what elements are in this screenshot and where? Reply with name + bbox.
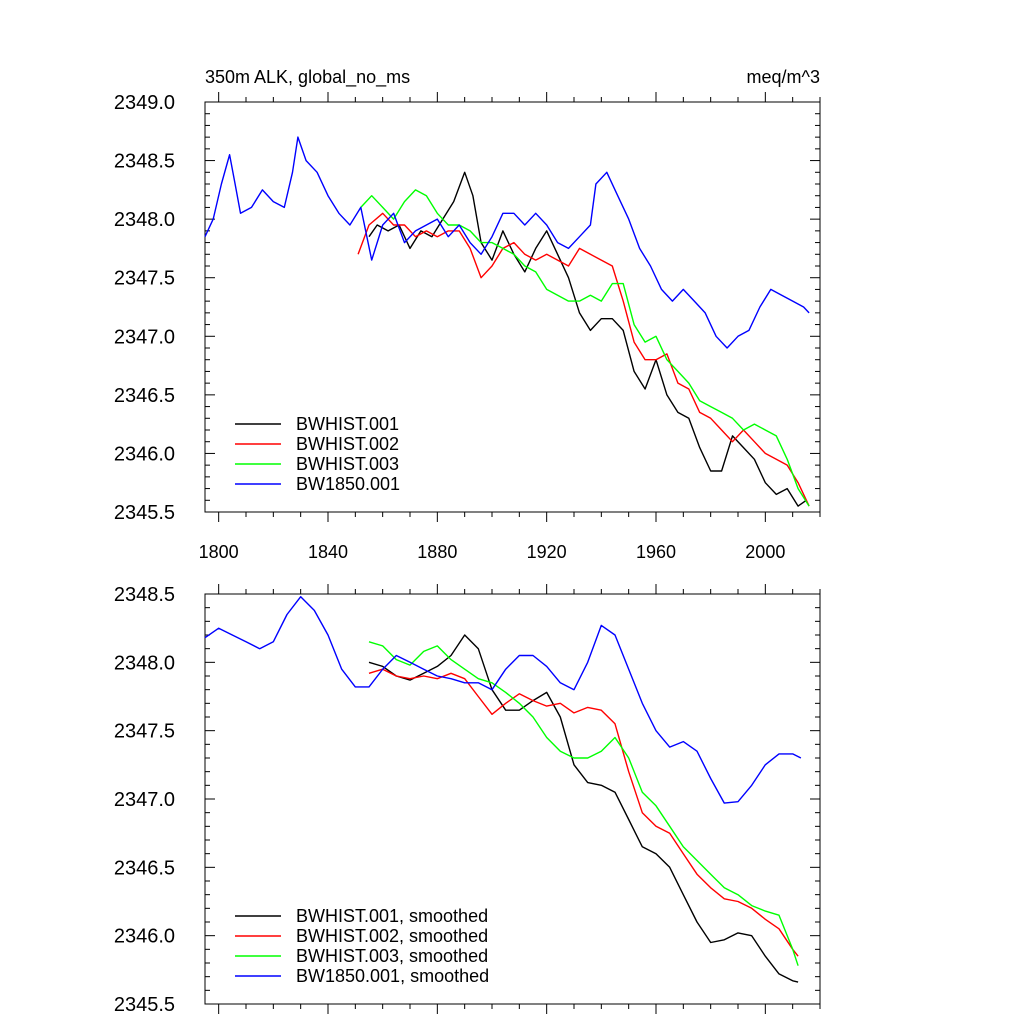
series-line-bwhist-003 <box>360 189 810 507</box>
x-tick-label: 1960 <box>636 542 676 562</box>
series-line-bw1850-001 <box>204 136 810 349</box>
y-tick-label: 2348.5 <box>114 584 175 606</box>
y-tick-label: 2346.0 <box>114 926 175 948</box>
series-line-bwhist-002 <box>357 212 810 507</box>
series-line-bw1850-001-smoothed <box>204 596 802 804</box>
y-tick-label: 2346.0 <box>114 443 175 465</box>
y-tick-label: 2347.5 <box>114 268 175 290</box>
series-line-bwhist-003-smoothed <box>368 641 799 966</box>
legend-label: BWHIST.001 <box>296 414 399 434</box>
legend-label: BWHIST.001, smoothed <box>296 906 488 926</box>
x-tick-label: 1920 <box>527 542 567 562</box>
y-tick-label: 2345.5 <box>114 994 175 1016</box>
legend-label: BWHIST.003, smoothed <box>296 946 488 966</box>
series-line-bwhist-001 <box>368 171 807 507</box>
legend-label: BW1850.001, smoothed <box>296 966 489 986</box>
title-left: 350m ALK, global_no_ms <box>205 67 410 88</box>
legend-label: BWHIST.003 <box>296 454 399 474</box>
x-tick-label: 1800 <box>199 542 239 562</box>
top-panel: 350m ALK, global_no_ms meq/m^3 1800 1840 1… <box>114 67 821 562</box>
y-tick-label: 2348.0 <box>114 652 175 674</box>
bottom-panel: 2345.5 2346.0 2346.5 2347.0 2347.5 2348.0 2348… <box>114 584 821 1016</box>
y-tick-label: 2347.5 <box>114 721 175 743</box>
x-tick-label: 1880 <box>417 542 457 562</box>
y-tick-label: 2348.0 <box>114 209 175 231</box>
y-tick-label: 2346.5 <box>114 385 175 407</box>
plot-frame <box>204 101 821 513</box>
y-tick-label: 2348.5 <box>114 151 175 173</box>
x-tick-label: 2000 <box>745 542 785 562</box>
y-tick-label: 2347.0 <box>114 789 175 811</box>
y-tick-label: 2349.0 <box>114 92 175 114</box>
y-tick-label: 2345.5 <box>114 502 175 524</box>
x-tick-label: 1840 <box>308 542 348 562</box>
y-tick-label: 2347.0 <box>114 326 175 348</box>
legend-label: BWHIST.002 <box>296 434 399 454</box>
series-line-bwhist-001-smoothed <box>368 634 799 983</box>
y-tick-label: 2346.5 <box>114 857 175 879</box>
legend-label: BWHIST.002, smoothed <box>296 926 488 946</box>
title-right: meq/m^3 <box>747 67 820 87</box>
legend-label: BW1850.001 <box>296 474 400 494</box>
